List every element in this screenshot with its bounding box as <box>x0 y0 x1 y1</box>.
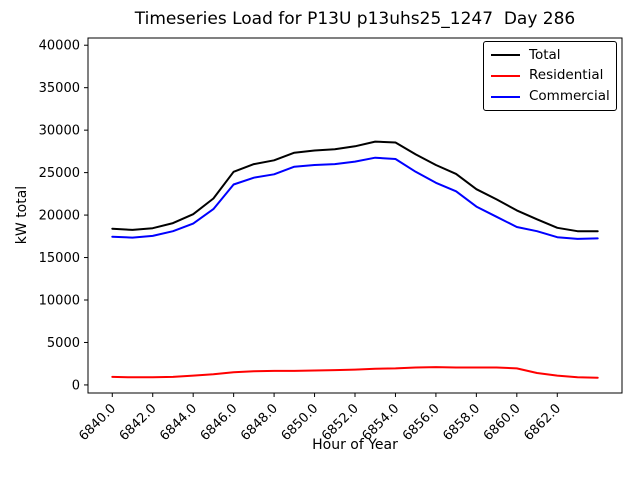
y-axis-label: kW total <box>14 185 30 245</box>
legend-label-commercial: Commercial <box>529 87 610 104</box>
y-tick-label: 15000 <box>39 251 80 266</box>
legend-line-total <box>491 54 520 57</box>
x-tick-label: 6842.0 <box>117 401 160 444</box>
legend-item-residential: Residential <box>491 69 616 83</box>
legend-label-total: Total <box>529 46 561 63</box>
y-tick-label: 30000 <box>39 124 80 139</box>
y-tick-label: 25000 <box>39 166 80 181</box>
y-tick-label: 10000 <box>39 294 80 309</box>
x-tick-label: 6856.0 <box>400 401 443 444</box>
x-tick-label: 6840.0 <box>76 401 119 444</box>
y-tick-label: 35000 <box>39 81 80 96</box>
y-tick-label: 40000 <box>39 39 80 54</box>
y-tick-label: 5000 <box>47 336 80 351</box>
legend-line-residential <box>491 74 520 77</box>
series-line-commercial <box>111 156 599 240</box>
legend-item-total: Total <box>491 46 616 63</box>
x-tick-label: 6858.0 <box>440 401 483 444</box>
chart-title: Timeseries Load for P13U p13uhs25_1247 D… <box>134 9 576 29</box>
series-line-residential <box>111 366 599 379</box>
x-tick-label: 6860.0 <box>481 401 524 444</box>
x-tick-label: 6848.0 <box>238 401 281 444</box>
legend-item-commercial: Commercial <box>491 87 616 104</box>
x-tick-label: 6846.0 <box>198 401 241 444</box>
legend-line-commercial <box>491 95 520 98</box>
x-tick-label: 6844.0 <box>157 401 200 444</box>
x-tick-label: 6862.0 <box>521 401 564 444</box>
y-tick-label: 0 <box>72 378 80 393</box>
series-line-total <box>111 140 599 233</box>
x-axis-label: Hour of Year <box>312 437 398 453</box>
legend: Total Residential Commercial <box>483 41 617 111</box>
legend-label-residential: Residential <box>529 67 604 84</box>
y-tick-label: 20000 <box>39 209 80 224</box>
